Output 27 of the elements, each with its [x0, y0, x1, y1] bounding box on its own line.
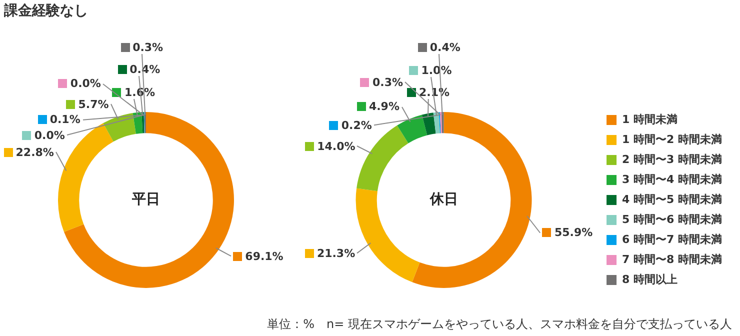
legend-label: 2 時間〜3 時間未満 — [622, 152, 722, 166]
text: 0.0% — [70, 77, 101, 90]
data-label: 69.1% — [245, 250, 284, 263]
legend-label: 1 時間未満 — [622, 112, 678, 126]
data-label: 5.7% — [78, 98, 109, 111]
slice-label: 平日 — [131, 192, 160, 208]
data-label: 55.9% — [554, 226, 593, 239]
data-label: 21.3% — [316, 247, 356, 260]
data-label: 0.2% — [341, 118, 372, 132]
data-label: 0.3% — [132, 41, 164, 54]
data-label: 0.4% — [430, 41, 460, 54]
legend-label: 1 時間〜2 時間未満 — [622, 132, 722, 146]
data-label: 14.0% — [317, 140, 356, 153]
slice-label: 休日 — [428, 192, 458, 208]
legend-label: 8 時間以上 — [622, 272, 678, 286]
legend-label: 7 時間〜8 時間未満 — [622, 252, 722, 266]
text: 0.0% — [34, 128, 65, 142]
legend-label: 5 時間〜6 時間未満 — [622, 212, 722, 226]
text: 単位：% n= 現在スマホゲームをやっている人、スマホ料金を自分で支払っている人 — [267, 316, 732, 333]
data-label: 0.3% — [372, 76, 403, 89]
data-label: 4.9% — [368, 100, 400, 114]
legend-label: 4 時間〜5 時間未満 — [622, 192, 722, 206]
legend-label: 3 時間〜4 時間未満 — [622, 172, 722, 186]
data-label: 22.8% — [16, 146, 54, 159]
legend-label: 6 時間〜7 時間未満 — [622, 232, 722, 246]
data-label: 0.1% — [50, 113, 80, 126]
chart-title: 課金経験なし — [4, 2, 88, 20]
